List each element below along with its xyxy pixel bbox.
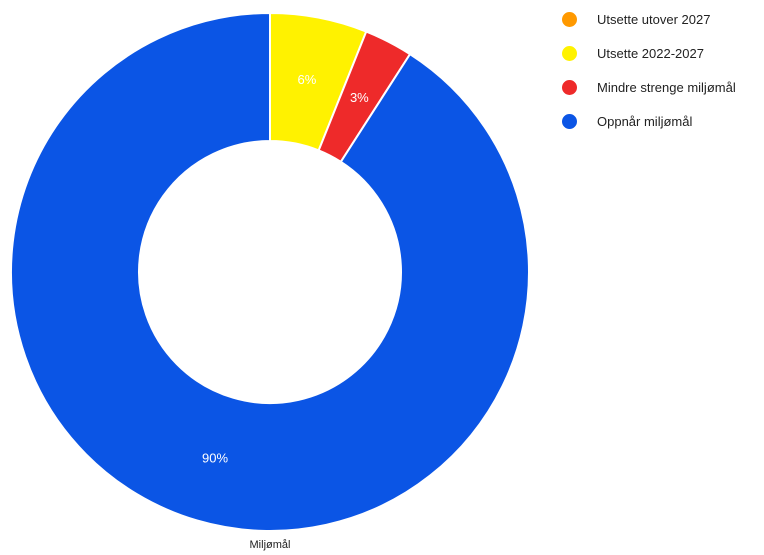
legend-label: Utsette utover 2027 (597, 11, 711, 27)
legend-marker (562, 45, 577, 61)
legend-marker (562, 113, 577, 129)
legend-marker (562, 11, 577, 27)
legend-item-utsette-2022-2027[interactable]: Utsette 2022-2027 (562, 44, 736, 62)
legend-label: Mindre strenge miljømål (597, 79, 736, 95)
legend-label: Oppnår miljømål (597, 113, 693, 129)
donut-chart: 6% 3% 90% (10, 11, 530, 532)
legend-item-mindre-strenge-miljomal[interactable]: Mindre strenge miljømål (562, 78, 736, 96)
legend-item-oppnar-miljomal[interactable]: Oppnår miljømål (562, 112, 736, 130)
slice-label-mindre-strenge-miljomal: 3% (350, 90, 369, 105)
slice-label-utsette-2022-2027: 6% (298, 72, 317, 87)
legend-marker (562, 79, 577, 95)
legend: Utsette utover 2027 Utsette 2022-2027 Mi… (562, 10, 736, 146)
legend-item-utsette-utover-2027[interactable]: Utsette utover 2027 (562, 10, 736, 28)
slice-label-oppnar-miljomal: 90% (202, 451, 228, 466)
legend-label: Utsette 2022-2027 (597, 45, 704, 61)
chart-caption: Miljømål (249, 539, 291, 551)
slice-oppnar-miljomal[interactable] (10, 11, 530, 532)
